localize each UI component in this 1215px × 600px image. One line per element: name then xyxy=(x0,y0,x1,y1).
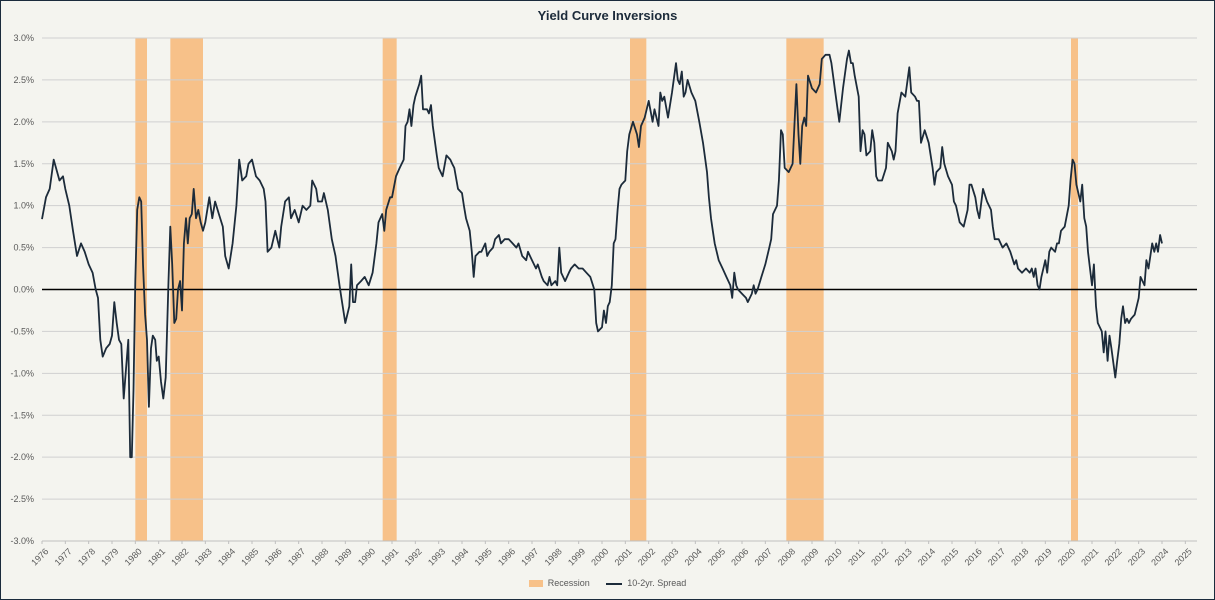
x-tick-label: 1978 xyxy=(76,546,97,567)
y-tick-label: -1.5% xyxy=(10,410,34,420)
x-tick-label: 1991 xyxy=(379,546,400,567)
x-tick-label: 1996 xyxy=(496,546,517,567)
legend-swatch-recession xyxy=(528,580,543,588)
x-tick-label: 1980 xyxy=(123,546,144,567)
x-tick-label: 2018 xyxy=(1009,546,1030,567)
legend-label-recession: Recession xyxy=(547,578,590,588)
x-tick-label: 1982 xyxy=(169,546,190,567)
chart-title: Yield Curve Inversions xyxy=(537,8,678,23)
x-tick-label: 2011 xyxy=(846,546,867,567)
x-tick-label: 1989 xyxy=(333,546,354,567)
series-line-spread xyxy=(41,49,1163,459)
x-tick-label: 1993 xyxy=(426,546,447,567)
x-tick-label: 1981 xyxy=(146,546,167,567)
x-tick-label: 1979 xyxy=(99,546,120,567)
y-tick-label: 2.0% xyxy=(13,117,34,127)
x-tick-label: 2020 xyxy=(1056,546,1077,567)
x-tick-label: 1994 xyxy=(449,546,470,567)
x-tick-label: 1987 xyxy=(286,546,307,567)
y-tick-label: -0.5% xyxy=(10,326,34,336)
legend-label-spread: 10-2yr. Spread xyxy=(627,578,687,588)
x-tick-label: 1997 xyxy=(519,546,540,567)
x-axis-ticks: 1976 1977 1978 1979 1980 1981 1982 1983 1984 1985… xyxy=(29,541,1194,567)
x-tick-label: 2013 xyxy=(893,546,914,567)
x-tick-label: 1985 xyxy=(239,546,260,567)
x-tick-label: 2021 xyxy=(1079,546,1100,567)
y-tick-label: 3.0% xyxy=(13,33,34,43)
chart-legend: Recession 10-2yr. Spread xyxy=(0,578,1215,588)
legend-swatch-spread xyxy=(606,582,623,585)
y-tick-label: 1.5% xyxy=(13,159,34,169)
x-tick-label: 2012 xyxy=(869,546,890,567)
x-tick-label: 2022 xyxy=(1103,546,1124,567)
y-tick-label: 0.5% xyxy=(13,243,34,253)
y-tick-label: 0.0% xyxy=(13,285,34,295)
x-tick-label: 2002 xyxy=(636,546,657,567)
x-tick-label: 2001 xyxy=(613,546,634,567)
legend-item-recession: Recession xyxy=(528,578,590,588)
x-tick-label: 2014 xyxy=(916,546,937,567)
y-tick-label: 2.5% xyxy=(13,75,34,85)
y-tick-label: 1.0% xyxy=(13,201,34,211)
x-tick-label: 2025 xyxy=(1173,546,1194,567)
y-tick-label: -2.5% xyxy=(10,494,34,504)
x-tick-label: 1976 xyxy=(29,546,50,567)
x-tick-label: 1983 xyxy=(193,546,214,567)
y-tick-label: -3.0% xyxy=(10,536,34,546)
x-tick-label: 2008 xyxy=(776,546,797,567)
x-tick-label: 2000 xyxy=(589,546,610,567)
y-tick-label: -1.0% xyxy=(10,368,34,378)
x-tick-label: 2009 xyxy=(799,546,820,567)
x-tick-label: 1988 xyxy=(309,546,330,567)
x-tick-label: 2017 xyxy=(986,546,1007,567)
y-axis-ticks: 3.0% 2.5% 2.0% 1.5% 1.0% 0.5% 0.0% -0.5% -1.0% -1… xyxy=(10,33,34,546)
y-tick-label: -2.0% xyxy=(10,452,34,462)
x-tick-label: 2005 xyxy=(706,546,727,567)
x-tick-label: 2024 xyxy=(1149,546,1170,567)
x-tick-label: 1998 xyxy=(543,546,564,567)
x-tick-label: 2006 xyxy=(729,546,750,567)
x-tick-label: 1999 xyxy=(566,546,587,567)
x-tick-label: 1986 xyxy=(263,546,284,567)
x-tick-label: 1990 xyxy=(356,546,377,567)
x-tick-label: 2015 xyxy=(939,546,960,567)
x-tick-label: 1977 xyxy=(53,546,74,567)
x-tick-label: 1995 xyxy=(473,546,494,567)
x-tick-label: 2016 xyxy=(963,546,984,567)
x-tick-label: 2023 xyxy=(1126,546,1147,567)
x-tick-label: 2004 xyxy=(683,546,704,567)
x-tick-label: 2007 xyxy=(753,546,774,567)
legend-item-spread: 10-2yr. Spread xyxy=(606,578,686,588)
x-tick-label: 2010 xyxy=(823,546,844,567)
x-tick-label: 2019 xyxy=(1033,546,1054,567)
x-tick-label: 1992 xyxy=(403,546,424,567)
x-tick-label: 2003 xyxy=(659,546,680,567)
x-tick-label: 1984 xyxy=(216,546,237,567)
